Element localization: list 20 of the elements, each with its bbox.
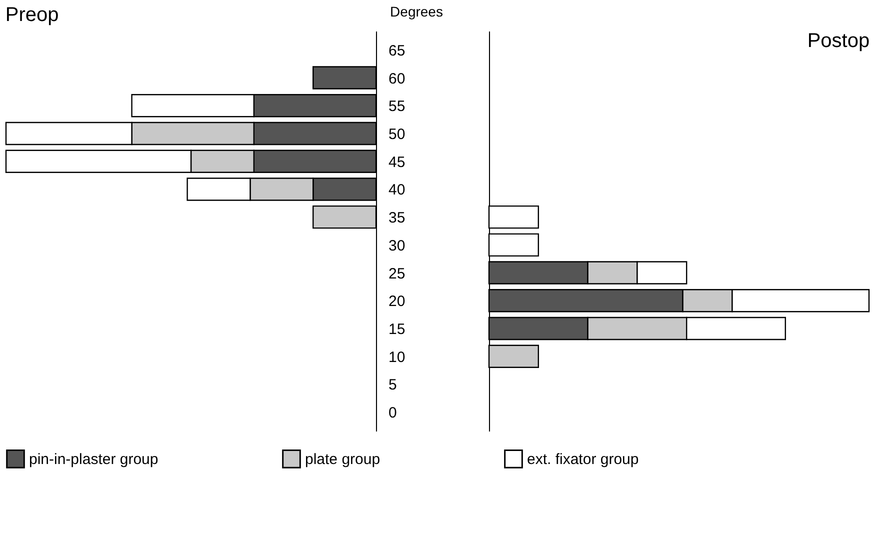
y-tick-label: 40	[388, 182, 406, 199]
y-tick-label: 30	[388, 237, 406, 254]
legend-label: plate group	[305, 450, 380, 468]
y-tick-label: 15	[388, 321, 406, 338]
y-tick-label: 65	[388, 42, 406, 60]
y-tick-label: 10	[388, 348, 406, 366]
y-tick-label: 50	[388, 126, 406, 143]
legend-label: pin-in-plaster group	[29, 450, 158, 468]
legend-label: ext. fixator group	[527, 450, 639, 468]
y-tick-label: 55	[388, 98, 406, 116]
chart-title: Preop	[5, 4, 59, 26]
y-tick-label: 25	[388, 265, 406, 282]
chart-title: Postop	[807, 30, 870, 52]
y-tick-label: 5	[388, 376, 397, 394]
y-tick-label: 60	[388, 70, 406, 88]
y-axis-title: Degrees	[390, 4, 443, 20]
y-tick-label: 0	[388, 404, 397, 422]
y-tick-label: 45	[388, 154, 406, 171]
y-tick-label: 20	[388, 293, 406, 310]
y-tick-label: 35	[388, 210, 406, 227]
